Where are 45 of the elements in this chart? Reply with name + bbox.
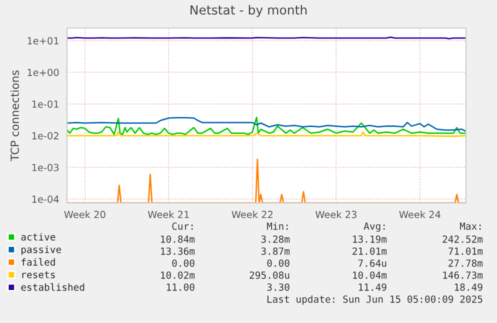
text: Last update: Sun Jun 15 05:00:09 2025 [267, 295, 482, 305]
text: 3.28m [261, 235, 290, 243]
text: 71.01m [448, 247, 483, 255]
text: Min: [266, 222, 288, 230]
text: 10.02m [161, 271, 195, 279]
y-axis-title: TCP connections [10, 70, 19, 162]
text: 11.00 [166, 283, 194, 291]
legend-label: established [21, 283, 84, 291]
y-tick-label: 1e-01 [32, 100, 58, 108]
legend-label: active [21, 233, 56, 241]
text: 21.01m [352, 247, 387, 255]
text: 3.30 [267, 283, 290, 291]
text: 10.84m [161, 235, 195, 243]
x-tick-label: Week 20 [64, 210, 106, 218]
text: 0.00 [267, 259, 290, 267]
text: 242.52m [442, 235, 483, 243]
legend-label: resets [22, 271, 55, 278]
y-tick-label: 1e+00 [28, 68, 59, 76]
text: 295.08u [250, 271, 290, 279]
text: Cur: [172, 222, 193, 230]
chart-title: Netstat - by month [190, 4, 307, 18]
x-tick-label: Week 23 [315, 210, 356, 218]
text: 27.78m [448, 259, 483, 267]
y-tick-label: 1e-02 [32, 132, 58, 140]
y-tick-label: 1e-03 [32, 164, 59, 172]
text: 13.19m [353, 235, 387, 243]
x-tick-label: Week 21 [148, 210, 189, 218]
line-series [67, 116, 466, 132]
text: 7.64u [358, 259, 386, 267]
y-tick-label: 1e+01 [28, 37, 58, 44]
text: 0.00 [172, 259, 194, 267]
text: Max: [460, 222, 481, 230]
text: 11.49 [358, 283, 386, 291]
x-tick-label: Week 24 [399, 210, 440, 218]
legend-label: failed [22, 258, 55, 266]
legend-label: passive [22, 246, 62, 256]
line-series [67, 116, 466, 136]
text: 18.49 [454, 283, 482, 291]
text: 146.73m [443, 271, 483, 279]
x-tick-label: Week 22 [232, 210, 272, 218]
y-tick-label: 1e-04 [32, 196, 59, 203]
text: Avg: [364, 222, 385, 232]
text: 13.36m [161, 247, 195, 255]
text: 3.87m [261, 247, 290, 255]
text: 10.04m [353, 271, 387, 279]
